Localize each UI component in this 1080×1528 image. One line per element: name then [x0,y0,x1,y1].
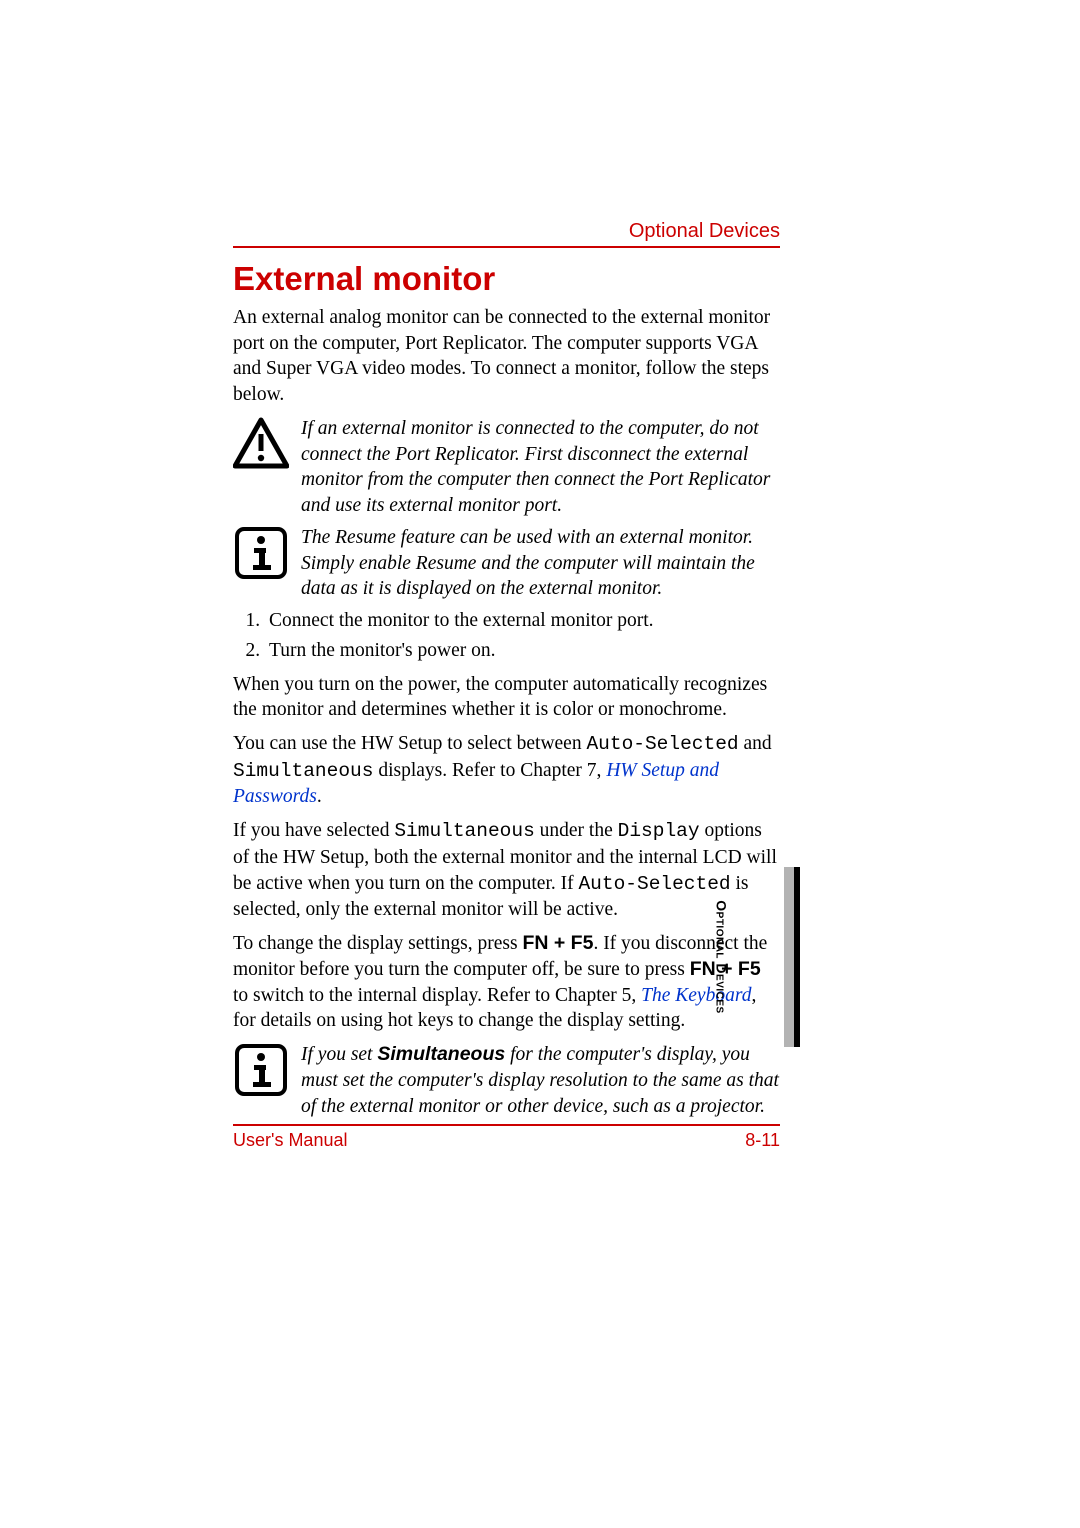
hw-mid: and [739,733,772,754]
info-icon [233,1042,289,1098]
info-icon [233,525,289,581]
hw-post1: displays. Refer to Chapter 7, [373,760,606,781]
sim-b: under the [535,820,618,841]
hw-mono-sim: Simultaneous [233,760,373,782]
info2-a: If you set [301,1044,377,1065]
sim-a: If you have selected [233,820,394,841]
step-1: Connect the monitor to the external moni… [265,608,780,634]
info2-bold: Simultaneous [377,1043,505,1065]
hw-pre: You can use the HW Setup to select betwe… [233,733,586,754]
header-rule [233,246,780,248]
caution-icon [233,416,289,472]
footer-left: User's Manual [233,1130,347,1151]
side-tab-black [794,867,800,1047]
intro-paragraph: An external analog monitor can be connec… [233,305,780,408]
info1-text: The Resume feature can be used with an e… [301,525,780,602]
simultaneous-paragraph: If you have selected Simultaneous under … [233,818,780,923]
body-content: An external analog monitor can be connec… [233,305,780,1125]
footer-page-number: 8-11 [745,1130,780,1151]
hw-post2: . [317,786,322,807]
sim-mono1: Simultaneous [394,820,534,842]
header-section-label: Optional Devices [629,220,780,243]
steps-list: Connect the monitor to the external moni… [233,608,780,663]
fn-link[interactable]: The Keyboard [641,985,751,1006]
fn-c: to switch to the internal display. Refer… [233,985,641,1006]
info-note-1: The Resume feature can be used with an e… [233,525,780,602]
hw-setup-paragraph: You can use the HW Setup to select betwe… [233,731,780,810]
side-tab: Optional Devices [766,867,800,1047]
caution-note: If an external monitor is connected to t… [233,416,780,519]
sim-mono3: Auto-Selected [578,873,730,895]
caution-text: If an external monitor is connected to t… [301,416,780,519]
fn-key1: FN + F5 [522,932,593,954]
fn-a: To change the display settings, press [233,933,522,954]
page-title: External monitor [233,260,495,298]
after-steps-paragraph: When you turn on the power, the computer… [233,672,780,723]
hw-mono-auto: Auto-Selected [586,733,738,755]
footer-rule [233,1124,780,1126]
side-tab-text: Optional Devices [713,900,729,1013]
side-tab-gray [784,867,794,1047]
info2-text: If you set Simultaneous for the computer… [301,1042,780,1119]
sim-mono2: Display [618,820,700,842]
page: Optional Devices External monitor An ext… [0,0,1080,1528]
fn-paragraph: To change the display settings, press FN… [233,931,780,1034]
step-2: Turn the monitor's power on. [265,638,780,664]
info-note-2: If you set Simultaneous for the computer… [233,1042,780,1119]
